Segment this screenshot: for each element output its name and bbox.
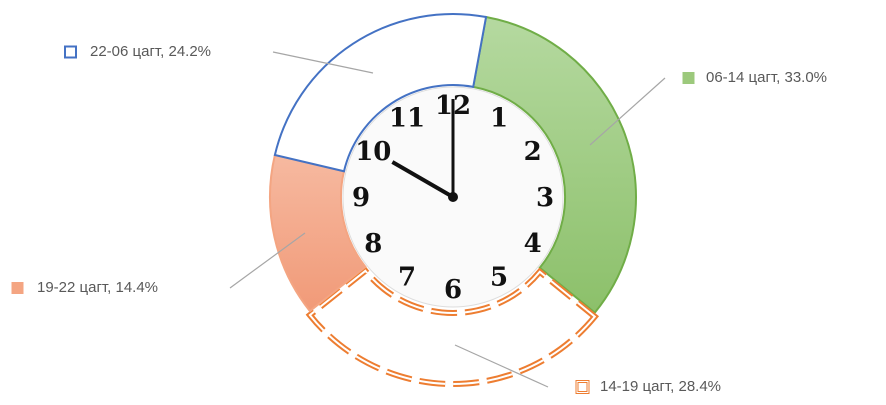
clock-center bbox=[448, 192, 458, 202]
legend-marker bbox=[12, 283, 23, 294]
page: {"chart_data": {"type": "doughnut", "val… bbox=[0, 0, 886, 401]
chart: 121234567891011 06-14 цагт, 33.0%14-19 ц… bbox=[0, 0, 886, 401]
clock-numeral: 9 bbox=[352, 183, 370, 213]
legend-marker bbox=[683, 73, 694, 84]
legend-marker bbox=[65, 47, 76, 58]
data-label: 22-06 цагт, 24.2% bbox=[90, 43, 211, 60]
clock-numeral: 3 bbox=[536, 183, 554, 213]
legend-marker bbox=[577, 382, 588, 393]
legend-marker-inner bbox=[577, 382, 588, 393]
clock-numeral: 7 bbox=[398, 263, 416, 293]
clock-numeral: 6 bbox=[444, 275, 462, 305]
clock-numeral: 1 bbox=[490, 103, 508, 133]
clock-numeral: 11 bbox=[389, 103, 425, 133]
clock-numeral: 8 bbox=[364, 229, 382, 259]
data-label: 06-14 цагт, 33.0% bbox=[706, 69, 827, 86]
clock-numeral: 4 bbox=[524, 229, 542, 259]
data-label: 14-19 цагт, 28.4% bbox=[600, 378, 721, 395]
clock-numeral: 2 bbox=[524, 137, 542, 167]
data-label: 19-22 цагт, 14.4% bbox=[37, 279, 158, 296]
clock-numeral: 10 bbox=[355, 137, 391, 167]
clock-numeral: 5 bbox=[490, 263, 508, 293]
